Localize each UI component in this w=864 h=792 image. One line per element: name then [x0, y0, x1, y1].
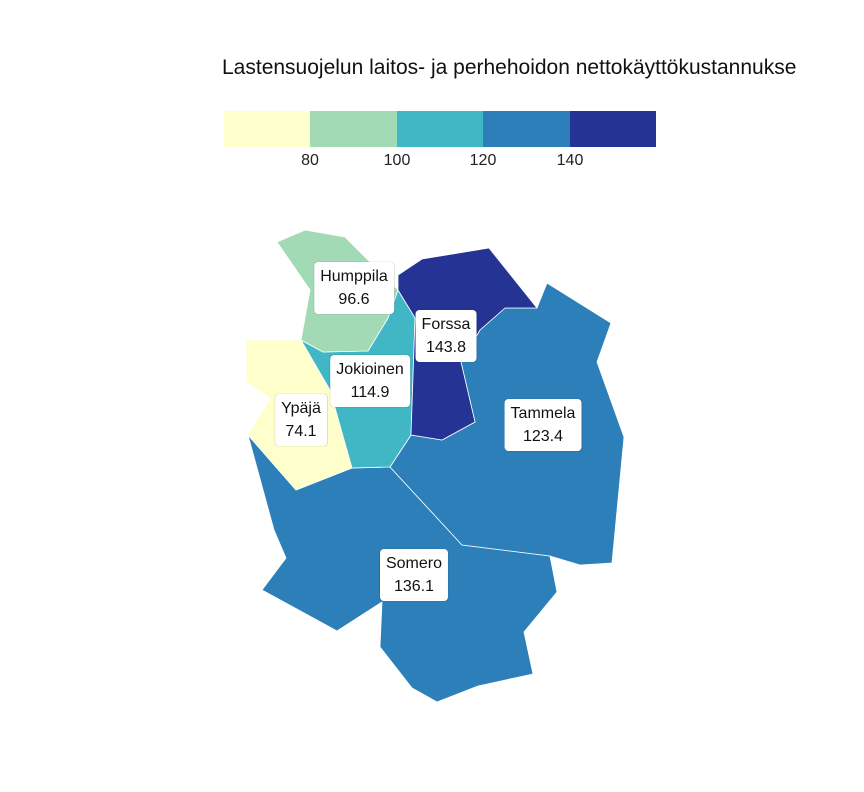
legend-swatch-5	[569, 111, 657, 147]
region-label-ypaja: Ypäjä 74.1	[275, 394, 327, 446]
region-value: 143.8	[425, 339, 467, 356]
region-name: Somero	[385, 555, 443, 572]
legend-tick: 100	[383, 152, 411, 169]
region-value: 114.9	[350, 384, 390, 401]
legend-tick: 140	[556, 152, 584, 169]
region-label-tammela: Tammela 123.4	[504, 399, 582, 451]
region-value: 123.4	[522, 428, 564, 445]
legend-tick: 120	[469, 152, 497, 169]
region-label-forssa: Forssa 143.8	[415, 310, 477, 362]
region-value: 74.1	[285, 423, 317, 440]
legend-swatch-3	[396, 111, 484, 147]
legend-swatch-2	[310, 111, 397, 147]
region-name: Ypäjä	[281, 400, 321, 417]
region-label-somero: Somero 136.1	[379, 549, 449, 601]
region-name: Tammela	[510, 405, 576, 422]
color-legend	[224, 111, 657, 147]
legend-swatch-1	[224, 111, 311, 147]
region-name: Humppila	[320, 268, 388, 285]
region-label-humppila: Humppila 96.6	[314, 262, 394, 314]
legend-swatch-4	[483, 111, 570, 147]
legend-ticks: 80 100 120 140	[224, 152, 656, 176]
legend-tick: 80	[301, 152, 319, 169]
region-name: Jokioinen	[336, 361, 404, 378]
region-name: Forssa	[421, 316, 471, 333]
region-value: 96.6	[338, 291, 370, 308]
map-title: Lastensuojelun laitos- ja perhehoidon ne…	[222, 56, 797, 79]
region-label-jokioinen: Jokioinen 114.9	[330, 355, 410, 407]
region-value: 136.1	[393, 578, 435, 595]
